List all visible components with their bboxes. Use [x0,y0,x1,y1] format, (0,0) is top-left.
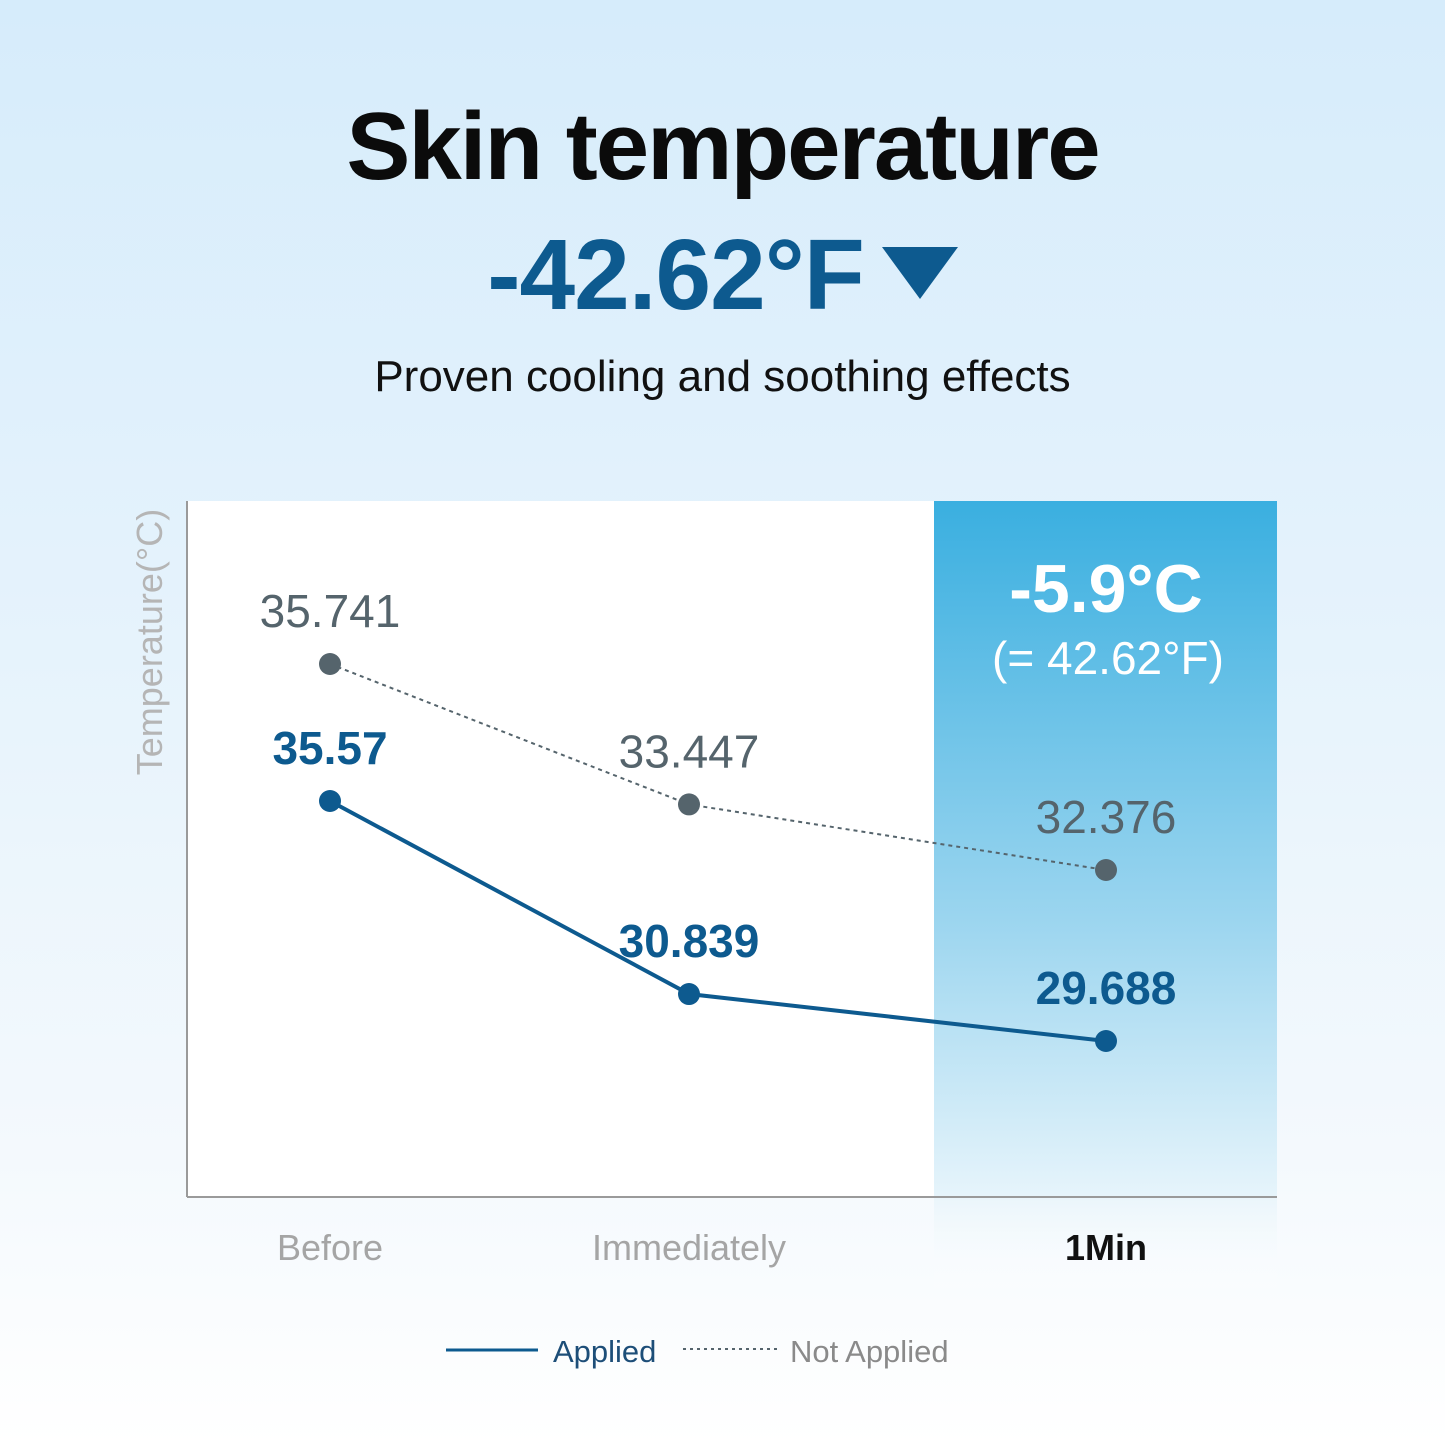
legend-not-applied-label: Not Applied [790,1334,949,1369]
down-triangle-icon [881,246,958,299]
headline-value: -42.62°F [487,219,865,331]
data-label: 32.376 [1036,791,1177,843]
data-label: 35.741 [260,585,401,637]
page-title: Skin temperature [346,93,1100,200]
highlight-secondary: (= 42.62°F) [992,632,1224,684]
data-point [1095,1030,1117,1052]
data-label: 30.839 [619,915,760,967]
data-label: 35.57 [272,722,387,774]
x-tick-label: Immediately [592,1227,786,1268]
subtitle: Proven cooling and soothing effects [374,352,1071,401]
x-tick-label: 1Min [1065,1227,1147,1268]
highlight-panel-extension [934,1197,1277,1297]
legend-applied-label: Applied [553,1334,656,1369]
highlight-panel [934,501,1277,1196]
data-point [678,793,700,816]
data-label: 29.688 [1036,962,1177,1014]
data-point [319,790,341,812]
data-point [1095,859,1117,881]
data-label: 33.447 [619,725,760,777]
highlight-main: -5.9°C [1009,551,1202,627]
data-point [319,653,341,675]
headline: -42.62°F [0,218,1445,333]
plot-area [187,501,934,1196]
data-point [678,983,700,1006]
x-tick-label: Before [277,1227,383,1268]
